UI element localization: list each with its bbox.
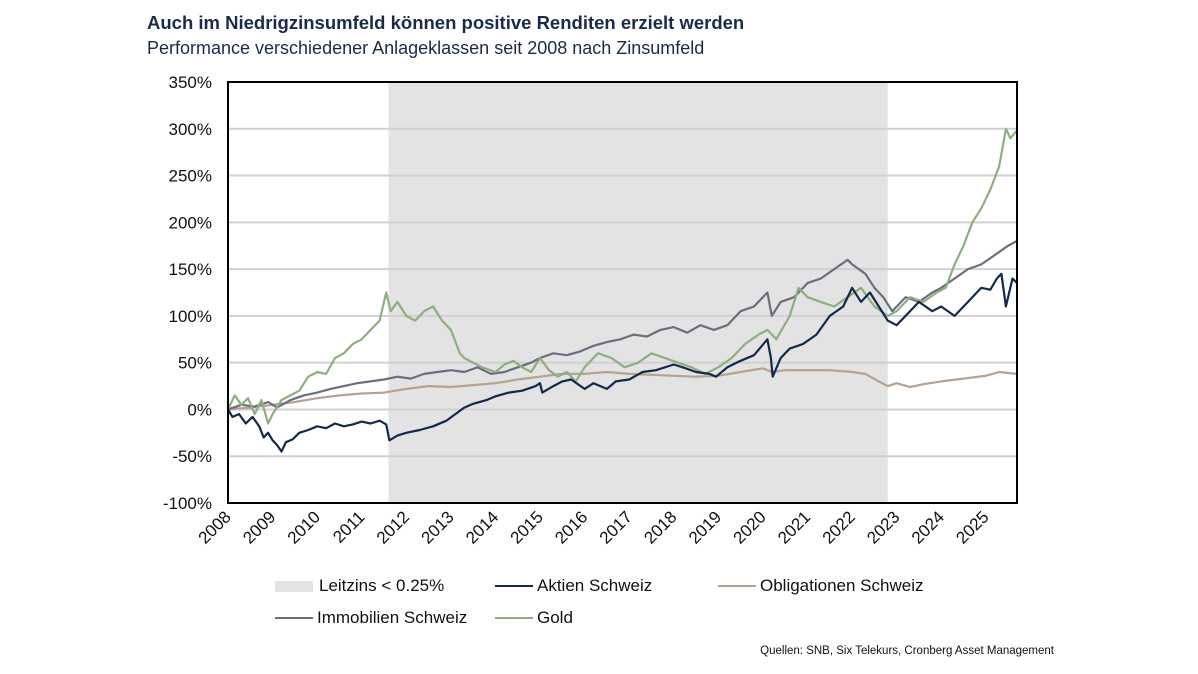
- legend-swatch-line: [718, 584, 756, 588]
- gridlines: [228, 127, 1017, 458]
- legend-swatch-shaded: [275, 580, 313, 592]
- y-tick-label: 300%: [169, 120, 212, 139]
- legend-item-leitzins: Leitzins < 0.25%: [275, 576, 444, 596]
- y-tick-label: -100%: [163, 494, 212, 513]
- series-line-immobilien-schweiz: [227, 240, 1018, 411]
- y-tick-label: 50%: [178, 354, 212, 373]
- y-tick-label: 250%: [169, 167, 212, 186]
- legend-label: Aktien Schweiz: [537, 576, 653, 595]
- series-lines: [227, 127, 1018, 453]
- legend-label: Gold: [537, 608, 573, 627]
- x-tick-label: 2019: [685, 507, 725, 547]
- y-tick-label: -50%: [172, 447, 212, 466]
- x-tick-label: 2021: [774, 507, 814, 547]
- x-tick-label: 2018: [640, 507, 680, 547]
- x-tick-label: 2022: [819, 507, 859, 547]
- y-tick-label: 350%: [169, 73, 212, 92]
- legend-item-gold: Gold: [495, 608, 573, 628]
- legend-swatch-line: [495, 616, 533, 620]
- legend-label: Obligationen Schweiz: [760, 576, 924, 595]
- plot-frame: [227, 81, 1018, 504]
- series-line-aktien-schweiz: [227, 272, 1018, 453]
- x-axis-ticks: 2008 2009 2010 2011 2012 2013 2014 2015 2016 2017…: [195, 507, 993, 547]
- chart-title: Auch im Niedrigzinsumfeld können positiv…: [147, 12, 745, 33]
- x-tick-label: 2013: [418, 507, 458, 547]
- y-tick-label: 200%: [169, 213, 212, 232]
- x-tick-label: 2024: [908, 507, 948, 547]
- shaded-region-leitzins: [388, 82, 888, 503]
- x-tick-label: 2009: [239, 507, 279, 547]
- x-tick-label: 2015: [507, 507, 547, 547]
- x-tick-label: 2014: [462, 507, 502, 547]
- x-tick-label: 2025: [952, 507, 992, 547]
- y-tick-label: 150%: [169, 260, 212, 279]
- x-tick-label: 2008: [195, 507, 235, 547]
- y-axis-ticks: -100% -50% 0% 50% 100% 150% 200% 250% 300% 350%: [163, 73, 212, 513]
- x-tick-label: 2012: [373, 507, 413, 547]
- legend-item-immobilien: Immobilien Schweiz: [275, 608, 467, 628]
- y-tick-label: 0%: [187, 400, 212, 419]
- x-tick-label: 2010: [284, 507, 324, 547]
- chart-subtitle: Performance verschiedener Anlageklassen …: [147, 38, 705, 58]
- series-line-gold: [227, 127, 1018, 425]
- x-tick-label: 2023: [863, 507, 903, 547]
- y-tick-label: 100%: [169, 307, 212, 326]
- x-tick-label: 2017: [596, 507, 636, 547]
- source-note: Quellen: SNB, Six Telekurs, Cronberg Ass…: [760, 645, 1054, 657]
- x-tick-label: 2020: [730, 507, 770, 547]
- legend-swatch-line: [275, 616, 313, 620]
- legend-item-aktien: Aktien Schweiz: [495, 576, 652, 596]
- legend-label: Leitzins < 0.25%: [319, 576, 445, 595]
- x-tick-label: 2016: [551, 507, 591, 547]
- series-line-obligationen-schweiz: [227, 367, 1018, 411]
- legend-label: Immobilien Schweiz: [317, 608, 468, 627]
- legend-item-obligationen: Obligationen Schweiz: [718, 576, 923, 596]
- legend-swatch-line: [495, 584, 533, 588]
- x-tick-label: 2011: [329, 507, 368, 546]
